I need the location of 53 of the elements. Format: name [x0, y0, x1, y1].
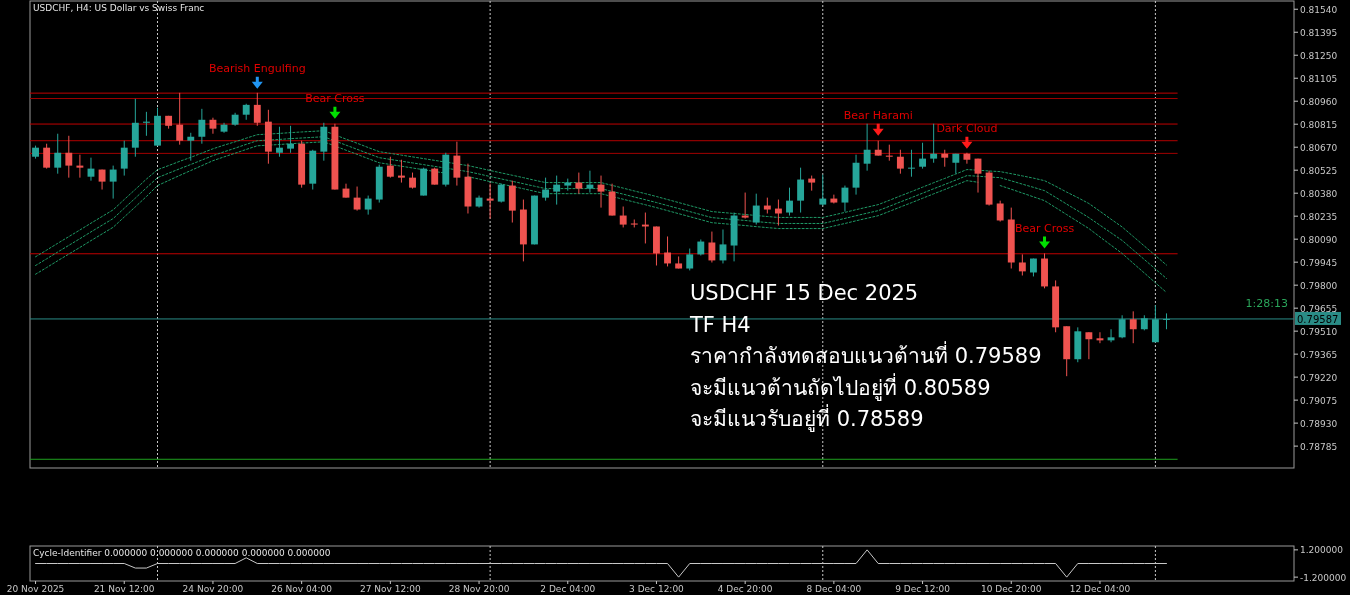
data-label: Bear Harami	[843, 108, 913, 122]
x-tick-label: 3 Dec 12:00	[629, 584, 685, 594]
x-tick-label: 10 Dec 20:00	[981, 584, 1042, 594]
y-tick-label: 0.79800	[1300, 280, 1338, 291]
y-tick-label: 0.80380	[1300, 188, 1338, 199]
x-tick-label: 2 Dec 04:00	[540, 584, 596, 594]
y-tick-label: -1.200000	[1300, 572, 1347, 583]
line-series	[35, 549, 1167, 578]
y-tick-label: 0.80960	[1300, 96, 1338, 107]
y-tick-label: 0.80815	[1300, 119, 1338, 130]
y-tick-label: 1.200000	[1300, 545, 1344, 556]
data-label: Bearish Engulfing	[208, 61, 306, 75]
annotation: TF H4	[689, 312, 751, 337]
y-tick-label: 0.80235	[1300, 211, 1338, 222]
x-tick-label: 12 Dec 04:00	[1069, 584, 1131, 594]
x-tick-label: 9 Dec 12:00	[895, 584, 951, 594]
annotation: 1:28:13	[1245, 297, 1288, 310]
annotation: ราคากำลังทดสอบแนวต้านที่ 0.79589	[690, 341, 1042, 368]
ref-line-label: 0.79587	[1297, 313, 1339, 325]
annotation: จะมีแนวต้านถัดไปอยู่ที่ 0.80589	[690, 372, 991, 401]
y-tick-label: 0.81250	[1300, 50, 1338, 61]
chart-title: Cycle-Identifier 0.000000 0.000000 0.000000 0.000000 0.000000	[33, 548, 331, 558]
x-tick-label: 24 Nov 20:00	[182, 584, 244, 594]
y-tick-label: 0.79365	[1300, 349, 1338, 360]
y-tick-label: 0.79655	[1300, 303, 1338, 314]
y-tick-label: 0.79075	[1300, 395, 1338, 406]
y-tick-label: 0.80670	[1300, 142, 1338, 153]
annotation: USDCHF 15 Dec 2025	[690, 281, 919, 305]
y-tick-label: 0.81540	[1300, 4, 1338, 15]
x-tick-label: 28 Nov 20:00	[448, 584, 510, 594]
y-tick-label: 0.81395	[1300, 27, 1338, 38]
point	[329, 106, 341, 119]
point	[251, 76, 263, 89]
data-label: Bear Cross	[1014, 221, 1075, 235]
y-tick-label: 0.80525	[1300, 165, 1338, 176]
annotation: จะมีแนวรับอยู่ที่ 0.78589	[690, 404, 924, 432]
y-tick-label: 0.79945	[1300, 257, 1338, 268]
x-tick-label: 27 Nov 12:00	[360, 584, 421, 594]
y-tick-label: 0.78930	[1300, 418, 1338, 429]
point	[872, 123, 884, 136]
y-tick-label: 0.78785	[1300, 441, 1338, 452]
x-tick-label: 26 Nov 04:00	[271, 584, 333, 594]
point	[961, 136, 973, 149]
y-tick-label: 0.80090	[1300, 234, 1338, 245]
y-tick-label: 0.79220	[1300, 372, 1338, 383]
x-tick-label: 21 Nov 12:00	[93, 584, 155, 594]
y-tick-label: 0.79510	[1300, 326, 1338, 337]
x-tick-label: 8 Dec 04:00	[806, 584, 862, 594]
chart-title: USDCHF, H4: US Dollar vs Swiss Franc	[33, 3, 205, 13]
data-label: Dark Cloud	[936, 121, 998, 135]
x-tick-label: 20 Nov 2025	[6, 584, 65, 594]
y-tick-label: 0.81105	[1300, 73, 1338, 84]
x-tick-label: 4 Dec 20:00	[717, 584, 773, 594]
